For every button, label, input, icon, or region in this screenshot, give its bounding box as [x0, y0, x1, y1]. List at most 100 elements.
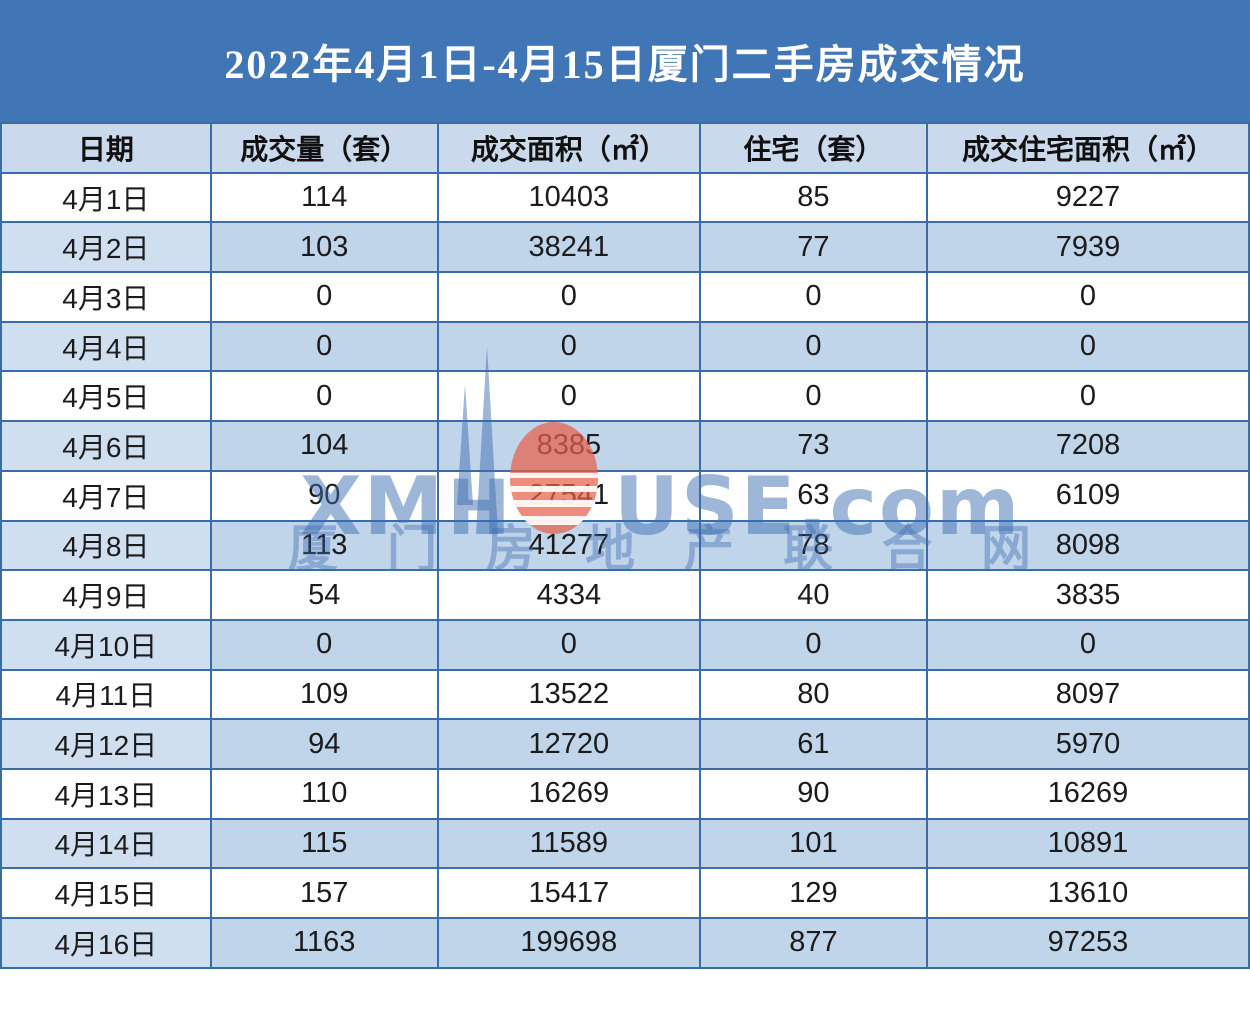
- value-cell: 9227: [925, 171, 1250, 224]
- date-cell: 4月12日: [0, 718, 212, 770]
- table-row: 4月2日 103 38241 77 7939: [0, 221, 1250, 274]
- value-cell: 8385: [436, 420, 701, 472]
- date-cell: 4月9日: [0, 569, 212, 621]
- value-cell: 0: [209, 370, 439, 423]
- table-row: 4月8日 113 41277 78 8098: [0, 519, 1250, 572]
- value-cell: 63: [698, 469, 928, 522]
- table-row: 4月5日 0 0 0 0: [0, 370, 1250, 423]
- value-cell: 7939: [925, 221, 1250, 274]
- page-title: 2022年4月1日-4月15日厦门二手房成交情况: [224, 42, 1026, 87]
- value-cell: 77: [698, 221, 928, 274]
- value-cell: 85: [698, 171, 928, 224]
- date-cell: 4月14日: [0, 817, 212, 870]
- value-cell: 199698: [436, 917, 701, 969]
- value-cell: 0: [209, 271, 439, 323]
- value-cell: 5970: [925, 718, 1250, 770]
- value-cell: 103: [209, 221, 439, 274]
- value-cell: 3835: [925, 569, 1250, 621]
- value-cell: 13522: [436, 668, 701, 721]
- date-cell: 4月15日: [0, 867, 212, 919]
- date-cell: 4月4日: [0, 320, 212, 373]
- value-cell: 97253: [925, 917, 1250, 969]
- date-cell: 4月11日: [0, 668, 212, 721]
- value-cell: 0: [436, 271, 701, 323]
- column-header: 成交量（套）: [209, 122, 439, 174]
- value-cell: 27541: [436, 469, 701, 522]
- table-row: 4月13日 110 16269 90 16269: [0, 767, 1250, 820]
- table-row: 4月4日 0 0 0 0: [0, 320, 1250, 373]
- table-row: 4月12日 94 12720 61 5970: [0, 718, 1250, 770]
- table-row: 4月9日 54 4334 40 3835: [0, 569, 1250, 621]
- value-cell: 40: [698, 569, 928, 621]
- value-cell: 15417: [436, 867, 701, 919]
- date-cell: 4月6日: [0, 420, 212, 472]
- value-cell: 12720: [436, 718, 701, 770]
- date-cell: 4月7日: [0, 469, 212, 522]
- value-cell: 90: [698, 767, 928, 820]
- value-cell: 94: [209, 718, 439, 770]
- value-cell: 8097: [925, 668, 1250, 721]
- value-cell: 1163: [209, 917, 439, 969]
- value-cell: 54: [209, 569, 439, 621]
- value-cell: 0: [436, 618, 701, 671]
- value-cell: 0: [925, 370, 1250, 423]
- table-row: 4月15日 157 15417 129 13610: [0, 867, 1250, 919]
- table-row: 4月16日 1163 199698 877 97253: [0, 917, 1250, 969]
- value-cell: 0: [698, 320, 928, 373]
- value-cell: 109: [209, 668, 439, 721]
- value-cell: 114: [209, 171, 439, 224]
- table-row: 4月1日 114 10403 85 9227: [0, 171, 1250, 224]
- value-cell: 113: [209, 519, 439, 572]
- date-cell: 4月13日: [0, 767, 212, 820]
- date-cell: 4月5日: [0, 370, 212, 423]
- table-row: 4月10日 0 0 0 0: [0, 618, 1250, 671]
- value-cell: 90: [209, 469, 439, 522]
- value-cell: 80: [698, 668, 928, 721]
- table-row: 4月6日 104 8385 73 7208: [0, 420, 1250, 472]
- value-cell: 0: [698, 271, 928, 323]
- column-header: 住宅（套）: [698, 122, 928, 174]
- value-cell: 101: [698, 817, 928, 870]
- column-header: 成交面积（㎡）: [436, 122, 701, 174]
- value-cell: 115: [209, 817, 439, 870]
- column-header: 日期: [0, 122, 212, 174]
- value-cell: 78: [698, 519, 928, 572]
- value-cell: 11589: [436, 817, 701, 870]
- date-cell: 4月8日: [0, 519, 212, 572]
- value-cell: 0: [436, 370, 701, 423]
- table-body: 4月1日 114 10403 85 9227 4月2日 103 38241 77 7939 4月3日…: [0, 171, 1250, 969]
- table-row: 4月3日 0 0 0 0: [0, 271, 1250, 323]
- date-cell: 4月3日: [0, 271, 212, 323]
- value-cell: 10403: [436, 171, 701, 224]
- value-cell: 16269: [925, 767, 1250, 820]
- value-cell: 110: [209, 767, 439, 820]
- value-cell: 129: [698, 867, 928, 919]
- date-cell: 4月1日: [0, 171, 212, 224]
- value-cell: 0: [925, 271, 1250, 323]
- value-cell: 38241: [436, 221, 701, 274]
- value-cell: 16269: [436, 767, 701, 820]
- value-cell: 0: [209, 618, 439, 671]
- value-cell: 0: [698, 618, 928, 671]
- value-cell: 13610: [925, 867, 1250, 919]
- value-cell: 73: [698, 420, 928, 472]
- value-cell: 10891: [925, 817, 1250, 870]
- value-cell: 877: [698, 917, 928, 969]
- value-cell: 8098: [925, 519, 1250, 572]
- value-cell: 41277: [436, 519, 701, 572]
- date-cell: 4月10日: [0, 618, 212, 671]
- value-cell: 157: [209, 867, 439, 919]
- value-cell: 104: [209, 420, 439, 472]
- table-row: 4月11日 109 13522 80 8097: [0, 668, 1250, 721]
- value-cell: 0: [436, 320, 701, 373]
- title-bar: 2022年4月1日-4月15日厦门二手房成交情况: [0, 0, 1250, 122]
- value-cell: 0: [925, 320, 1250, 373]
- column-header: 成交住宅面积（㎡）: [925, 122, 1250, 174]
- date-cell: 4月2日: [0, 221, 212, 274]
- header-row: 日期 成交量（套） 成交面积（㎡） 住宅（套） 成交住宅面积（㎡）: [0, 122, 1250, 174]
- table-row: 4月14日 115 11589 101 10891: [0, 817, 1250, 870]
- date-cell: 4月16日: [0, 917, 212, 969]
- value-cell: 0: [925, 618, 1250, 671]
- value-cell: 0: [698, 370, 928, 423]
